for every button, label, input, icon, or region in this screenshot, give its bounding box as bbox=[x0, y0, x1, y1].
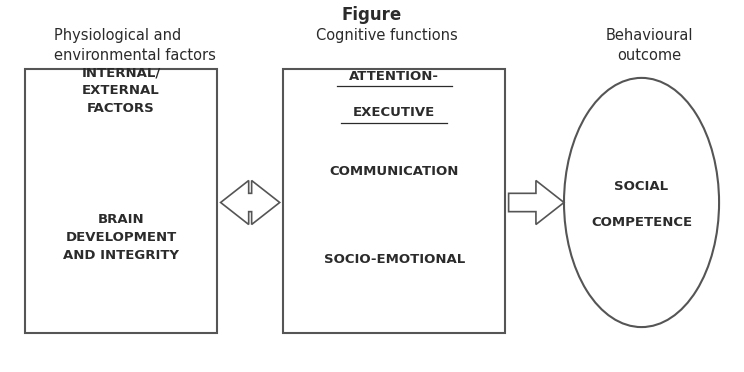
Polygon shape bbox=[509, 180, 564, 224]
Text: COMPETENCE: COMPETENCE bbox=[591, 216, 692, 229]
Text: Cognitive functions: Cognitive functions bbox=[316, 28, 458, 44]
FancyBboxPatch shape bbox=[25, 69, 217, 333]
Text: COMMUNICATION: COMMUNICATION bbox=[330, 165, 459, 178]
Text: INTERNAL/
EXTERNAL
FACTORS: INTERNAL/ EXTERNAL FACTORS bbox=[81, 66, 161, 115]
Text: EXECUTIVE: EXECUTIVE bbox=[353, 106, 435, 119]
Text: Figure: Figure bbox=[342, 6, 402, 25]
FancyBboxPatch shape bbox=[283, 69, 505, 333]
Text: SOCIAL: SOCIAL bbox=[615, 180, 669, 192]
Text: SOCIO-EMOTIONAL: SOCIO-EMOTIONAL bbox=[324, 253, 465, 266]
Ellipse shape bbox=[564, 78, 719, 327]
Text: ATTENTION-: ATTENTION- bbox=[349, 70, 439, 83]
Text: Physiological and
environmental factors: Physiological and environmental factors bbox=[54, 28, 217, 63]
Text: BRAIN
DEVELOPMENT
AND INTEGRITY: BRAIN DEVELOPMENT AND INTEGRITY bbox=[63, 213, 179, 262]
Polygon shape bbox=[221, 180, 280, 224]
Text: Behavioural
outcome: Behavioural outcome bbox=[605, 28, 693, 63]
